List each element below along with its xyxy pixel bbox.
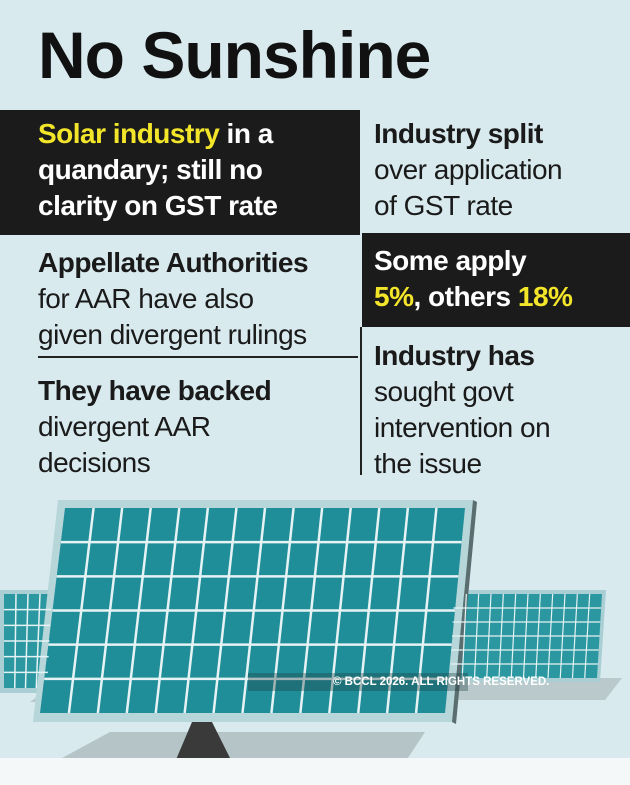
rates-middle: , others (413, 281, 518, 312)
headline-text: Solar industry in a quandary; still no c… (38, 116, 278, 224)
backed-bold: They have backed (38, 375, 272, 406)
headline-line1: in a (219, 118, 274, 149)
intervention-text: Industry has sought govt intervention on… (374, 338, 551, 482)
divider-vertical (360, 327, 362, 475)
divider-horizontal (38, 356, 358, 358)
industry-split-text: Industry split over application of GST r… (374, 116, 563, 224)
backed-line3: decisions (38, 447, 151, 478)
industry-split-bold: Industry split (374, 118, 543, 149)
intervention-line3: intervention on (374, 412, 551, 443)
rates-box (362, 233, 630, 327)
watermark: © BCCL 2026. ALL RIGHTS RESERVED. (333, 676, 550, 688)
headline-line2: quandary; still no (38, 154, 263, 185)
backed-line2: divergent AAR (38, 411, 211, 442)
rate-5: 5% (374, 281, 414, 312)
headline-line3: clarity on GST rate (38, 190, 278, 221)
intervention-line4: the issue (374, 448, 482, 479)
industry-split-line3: of GST rate (374, 190, 513, 221)
backed-text: They have backed divergent AAR decisions (38, 373, 272, 481)
page-title: No Sunshine (38, 18, 431, 92)
main-panel-shadow (58, 732, 425, 760)
intervention-line2: sought govt (374, 376, 514, 407)
appellate-line3: given divergent rulings (38, 319, 307, 350)
headline-highlight: Solar industry (38, 118, 220, 149)
appellate-line2: for AAR have also (38, 283, 254, 314)
solar-panels-illustration (0, 500, 622, 760)
right-panel-shadow (430, 678, 622, 700)
headline-box (0, 110, 360, 235)
bottom-strip (0, 758, 630, 785)
appellate-text: Appellate Authorities for AAR have also … (38, 245, 309, 353)
main-panel-edge (452, 500, 477, 724)
watermark-box (248, 673, 468, 691)
intervention-bold: Industry has (374, 340, 535, 371)
rates-line1: Some apply (374, 245, 527, 276)
rate-18: 18% (517, 281, 573, 312)
appellate-bold: Appellate Authorities (38, 247, 309, 278)
main-panel-stand (175, 722, 231, 760)
industry-split-line2: over application (374, 154, 563, 185)
rates-text: Some apply 5%, others 18% (374, 243, 573, 315)
